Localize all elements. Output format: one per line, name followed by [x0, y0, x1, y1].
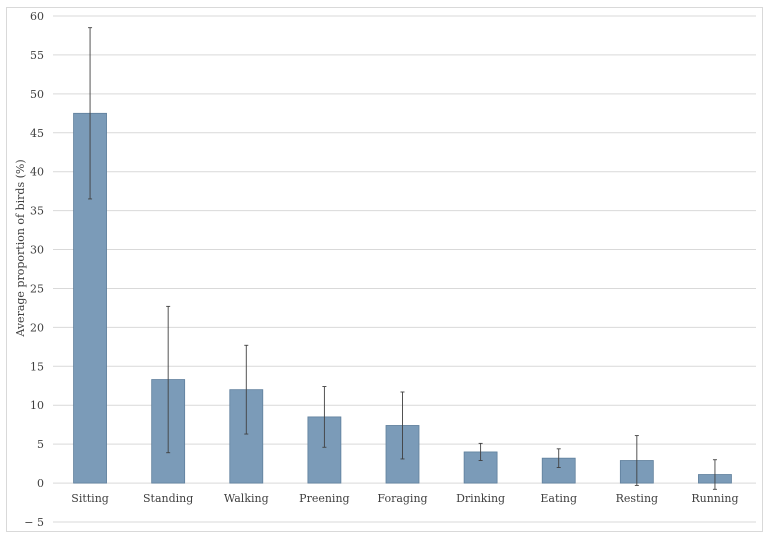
x-tick-label-eating: Eating — [540, 492, 577, 505]
grid-lines — [53, 15, 756, 523]
y-tick-label: 0 — [37, 477, 44, 490]
x-tick-label-preening: Preening — [299, 492, 349, 505]
y-tick-label: 50 — [30, 88, 44, 101]
y-tick-label: 30 — [30, 244, 44, 257]
y-tick-label: 5 — [37, 438, 44, 451]
bars — [73, 112, 732, 484]
x-tick-label-standing: Standing — [143, 492, 193, 505]
y-tick-label: 60 — [30, 10, 44, 23]
x-tick-labels: Sitting Standing Walking Preening Foraging Dr… — [71, 492, 738, 505]
y-tick-label: 35 — [30, 205, 44, 218]
y-tick-label: 20 — [30, 321, 44, 334]
error-bar-resting — [634, 435, 639, 486]
error-bar-eating — [556, 448, 561, 468]
y-tick-label: 25 — [30, 282, 44, 295]
error-bar-running — [712, 459, 717, 490]
y-tick-label: 40 — [30, 166, 44, 179]
x-tick-label-drinking: Drinking — [456, 492, 505, 505]
x-tick-label-walking: Walking — [224, 492, 269, 505]
y-axis-title: Average proportion of birds (%) — [14, 159, 27, 337]
x-tick-label-resting: Resting — [616, 492, 659, 505]
x-tick-label-foraging: Foraging — [377, 492, 427, 505]
y-tick-label: 55 — [30, 49, 44, 62]
error-bar-foraging — [400, 391, 405, 460]
error-bar-walking — [244, 344, 249, 435]
y-tick-labels: − 5 0 5 10 15 20 25 30 35 40 45 50 55 60 — [24, 10, 44, 529]
error-bar-standing — [166, 305, 171, 454]
error-bars — [88, 27, 717, 490]
error-bar-sitting — [88, 27, 93, 200]
y-tick-label: 45 — [30, 127, 44, 140]
y-tick-label: 10 — [30, 399, 44, 412]
y-tick-label: − 5 — [24, 516, 44, 529]
x-tick-label-sitting: Sitting — [71, 492, 109, 505]
x-tick-label-running: Running — [691, 492, 738, 505]
error-bar-preening — [322, 386, 327, 448]
error-bar-drinking — [478, 442, 483, 461]
y-tick-label: 15 — [30, 360, 44, 373]
